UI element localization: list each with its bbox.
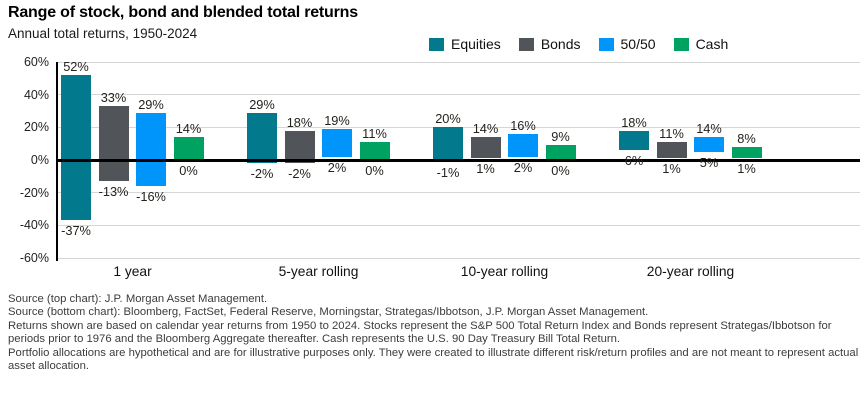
footnote-returns-note: Returns shown are based on calendar year… <box>8 319 832 346</box>
legend-label: 50/50 <box>620 36 656 52</box>
legend: Equities Bonds 50/50 Cash <box>429 36 728 52</box>
range-bar-bonds <box>98 106 129 182</box>
bar-min-label: 5% <box>699 154 719 170</box>
legend-swatch-icon <box>429 37 444 51</box>
legend-item-cash: Cash <box>673 36 729 52</box>
bar-min-label: -2% <box>250 166 274 182</box>
y-axis-tick-label: -40% <box>19 218 49 233</box>
x-axis-category-label: 20-year rolling <box>646 264 735 279</box>
bar-max-label: 8% <box>737 130 756 146</box>
y-axis-tick-label: -20% <box>19 185 49 200</box>
bar-max-label: 14% <box>175 121 202 137</box>
bar-max-label: 18% <box>621 114 647 130</box>
range-bar-equities <box>247 112 277 164</box>
bar-max-label: 29% <box>138 96 164 112</box>
gridline <box>57 94 860 96</box>
bar-max-label: 11% <box>659 126 684 142</box>
y-axis-tick-label: 60% <box>23 55 49 69</box>
legend-label: Cash <box>695 36 729 52</box>
plot-area: 60% 40% 20% 0% -20% -40% -60% 52% -37% 33% -13% 29%… <box>20 55 860 279</box>
bar-min-label: -37% <box>61 223 91 239</box>
bar-min-label: 6% <box>624 153 644 169</box>
range-bar-50-50 <box>508 133 538 157</box>
bar-min-label: -16% <box>136 189 166 205</box>
zero-axis-line <box>57 158 860 162</box>
range-bar-bonds <box>284 130 315 164</box>
bar-min-label: 0% <box>365 163 384 178</box>
y-axis-tick-label: 20% <box>23 120 49 135</box>
bar-min-label: -2% <box>288 166 311 182</box>
bar-max-label: 16% <box>510 117 536 133</box>
y-axis-tick-label: 0% <box>30 153 49 167</box>
range-bar-cash <box>545 145 576 160</box>
y-axis-tick-label: -60% <box>19 251 49 265</box>
legend-item-bonds: Bonds <box>518 36 581 52</box>
bar-min-label: 1% <box>737 161 756 177</box>
chart-subtitle: Annual total returns, 1950-2024 <box>8 26 198 41</box>
legend-swatch-icon <box>673 37 689 51</box>
bar-min-label: 0% <box>179 163 198 178</box>
range-bar-cash <box>173 137 204 160</box>
legend-item-equities: Equities <box>429 36 501 52</box>
legend-label: Equities <box>451 36 501 52</box>
range-bar-equities <box>619 130 649 151</box>
gridline <box>57 257 860 259</box>
page-title: Range of stock, bond and blended total r… <box>8 4 358 21</box>
gridline <box>57 61 860 63</box>
x-axis-category-label: 10-year rolling <box>460 264 549 279</box>
bar-max-label: 19% <box>324 112 350 128</box>
range-bar-50-50 <box>694 137 724 152</box>
bar-min-label: -1% <box>436 164 460 180</box>
legend-label: Bonds <box>540 36 581 52</box>
bar-min-label: 0% <box>551 163 570 178</box>
range-bar-50-50 <box>322 128 352 157</box>
bar-min-label: 2% <box>327 159 347 175</box>
bar-max-label: 9% <box>551 129 570 145</box>
bar-max-label: 33% <box>100 90 127 106</box>
y-axis-line <box>56 62 58 261</box>
footnote-source-bottom: Source (bottom chart): Bloomberg, FactSe… <box>8 306 649 319</box>
gridline <box>57 192 860 194</box>
footnotes: Source (top chart): J.P. Morgan Asset Ma… <box>8 293 860 373</box>
range-bar-equities <box>433 127 463 162</box>
bar-min-label: 1% <box>476 161 495 177</box>
range-bar-cash <box>731 146 762 159</box>
gridline <box>57 224 860 226</box>
bar-max-label: 52% <box>63 59 89 75</box>
range-bar-bonds <box>470 137 501 159</box>
bar-max-label: 18% <box>286 114 313 130</box>
legend-item-50-50: 50/50 <box>598 36 656 52</box>
bar-max-label: 29% <box>249 96 275 112</box>
footnote-allocations-note: Portfolio allocations are hypothetical a… <box>8 346 859 373</box>
x-axis-category-label: 1 year <box>113 264 152 279</box>
bar-max-label: 14% <box>472 121 499 137</box>
bar-min-label: 2% <box>513 159 533 175</box>
footnote-source-top: Source (top chart): J.P. Morgan Asset Ma… <box>8 293 268 305</box>
range-bar-cash <box>359 142 390 160</box>
x-axis-category-label: 5-year rolling <box>278 264 359 279</box>
bar-min-label: -13% <box>98 184 129 200</box>
bar-max-label: 14% <box>696 121 722 137</box>
range-bar-bonds <box>656 142 687 159</box>
bar-max-label: 11% <box>362 126 387 142</box>
legend-swatch-icon <box>598 37 614 51</box>
range-bar-equities <box>61 75 91 221</box>
legend-swatch-icon <box>518 37 534 51</box>
bar-min-label: 1% <box>662 161 681 177</box>
bar-max-label: 20% <box>435 111 461 127</box>
range-bar-50-50 <box>136 112 166 187</box>
y-axis-tick-label: 40% <box>23 87 49 102</box>
